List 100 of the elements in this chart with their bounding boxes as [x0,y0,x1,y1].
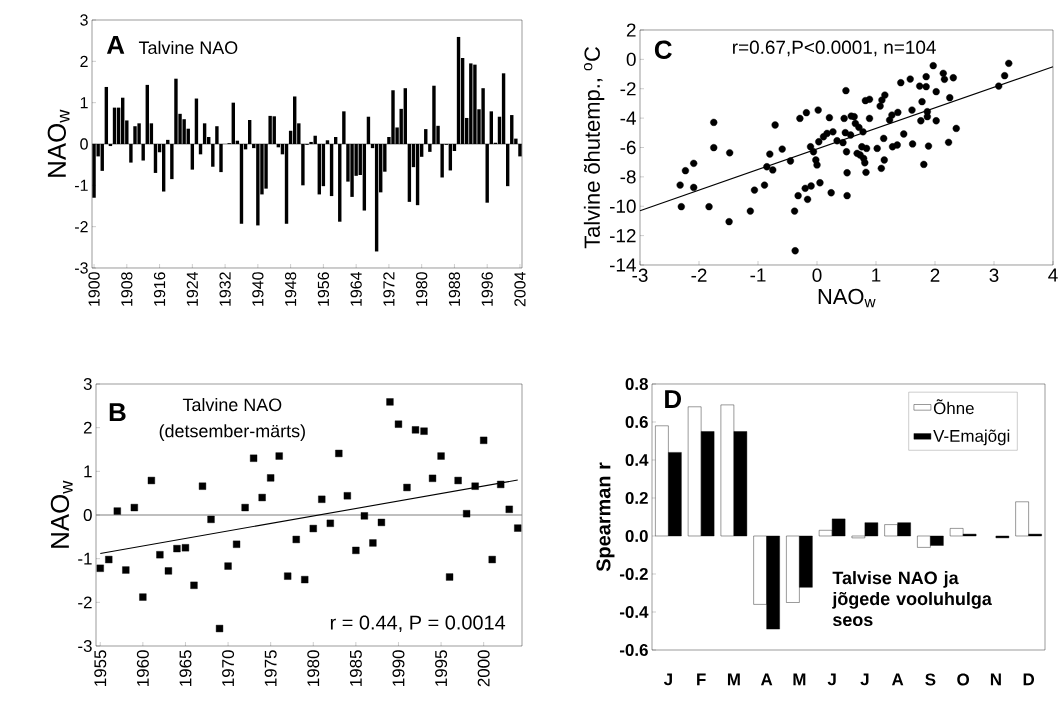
bar [268,115,272,144]
x-tick-label: 1955 [94,650,107,686]
y-tick-label: 0.2 [625,491,648,504]
x-tick-label: 1970 [222,650,235,686]
x-tick-label: 1975 [264,650,277,686]
x-tick-label: 0 [812,268,822,282]
annotation: C [654,40,672,59]
bar [202,123,207,144]
point [215,624,224,633]
y-tick-label: -0.6 [619,644,648,656]
x-tick-label: 1990 [392,650,405,686]
text: Talvine NAO [138,40,238,55]
point [309,524,317,533]
bar [342,111,346,144]
y-tick-label: 0 [83,509,92,521]
x-tick-label: M [793,673,806,686]
text: (detsember-märts) [159,424,305,441]
point [420,427,428,435]
point [318,495,326,503]
point [437,452,445,460]
point [122,566,130,574]
legend-label: V-Emajõgi [933,429,1010,446]
y-tick-label: 0 [626,52,636,67]
x-tick-label: 3 [989,268,999,282]
point [292,535,300,544]
x-tick-label: J [663,673,672,686]
point [326,519,334,527]
bar [391,90,395,144]
x-tick-label: 1948 [284,272,297,306]
point [394,420,403,428]
x-tick-label: 1964 [350,272,362,306]
bar [141,144,145,161]
point [130,503,138,512]
x-tick-label: 1924 [186,272,198,306]
y-tick-label: 3 [83,378,92,390]
point [403,483,411,492]
point [301,576,309,584]
bar [325,140,330,144]
x-tick-label: N [990,673,1001,686]
x-tick-label: S [925,673,936,686]
x-tick-label: O [957,673,970,686]
point [275,452,283,460]
bar [481,88,485,144]
point [164,567,173,575]
point [181,544,190,552]
text: Talvine NAO [182,397,282,412]
y-tick-label: -10 [609,199,636,213]
bar [428,144,432,152]
annotation: B [109,403,126,422]
x-tick-label: 1940 [252,272,264,306]
x-axis-title: NAO$_{w}$ [818,288,876,308]
x-tick-label: A [760,673,773,686]
point [428,474,437,482]
y-tick-label: 0 [80,138,88,150]
bar [350,144,354,197]
y-tick-label: -2 [620,82,636,96]
x-tick-label: 1996 [481,272,493,306]
point [173,545,181,553]
x-tick-label: 1972 [383,272,395,306]
y-tick-label: -12 [609,229,636,243]
y-tick-label: 0.6 [625,415,648,428]
bar [313,135,317,144]
y-tick-label: -6 [620,140,636,155]
x-tick-label: 2 [930,268,940,282]
point [232,540,241,548]
point [156,551,164,559]
x-tick-label: J [827,673,836,686]
x-tick-label: J [860,673,869,686]
x-tick-label: F [697,673,706,686]
bar [219,144,223,173]
y-tick-label: -3 [78,640,92,652]
x-tick-label: 1980 [416,272,428,306]
y-tick-label: -0.2 [619,568,648,580]
x-tick-label: 2004 [514,272,526,307]
point [514,524,522,532]
x-tick-label: 1960 [136,650,149,686]
x-tick-label: 1988 [448,272,461,306]
y-tick-label: 2 [83,421,92,434]
x-tick-label: 1916 [153,272,166,306]
x-tick-label: 1932 [219,272,231,306]
point [488,555,496,564]
annotation: r = 0.44, P = 0.0014 [330,615,506,632]
point [497,480,505,489]
point [147,476,155,485]
y-tick-label: 2 [626,23,636,37]
bar [301,144,305,186]
x-tick-label: 1995 [435,650,448,686]
bar [137,123,141,144]
bar [256,144,260,226]
bar [129,144,133,163]
point [352,546,360,554]
y-axis-title: Talvine õhutemp., $^{o}$C [583,46,605,249]
point [411,426,420,434]
point [96,564,104,572]
y-tick-label: 0.8 [625,377,648,390]
point [267,474,275,482]
point [343,492,351,500]
x-tick-label: -2 [691,268,707,282]
point [105,555,113,564]
annotation: r=0.67,P<0.0001, n=104 [733,40,936,57]
